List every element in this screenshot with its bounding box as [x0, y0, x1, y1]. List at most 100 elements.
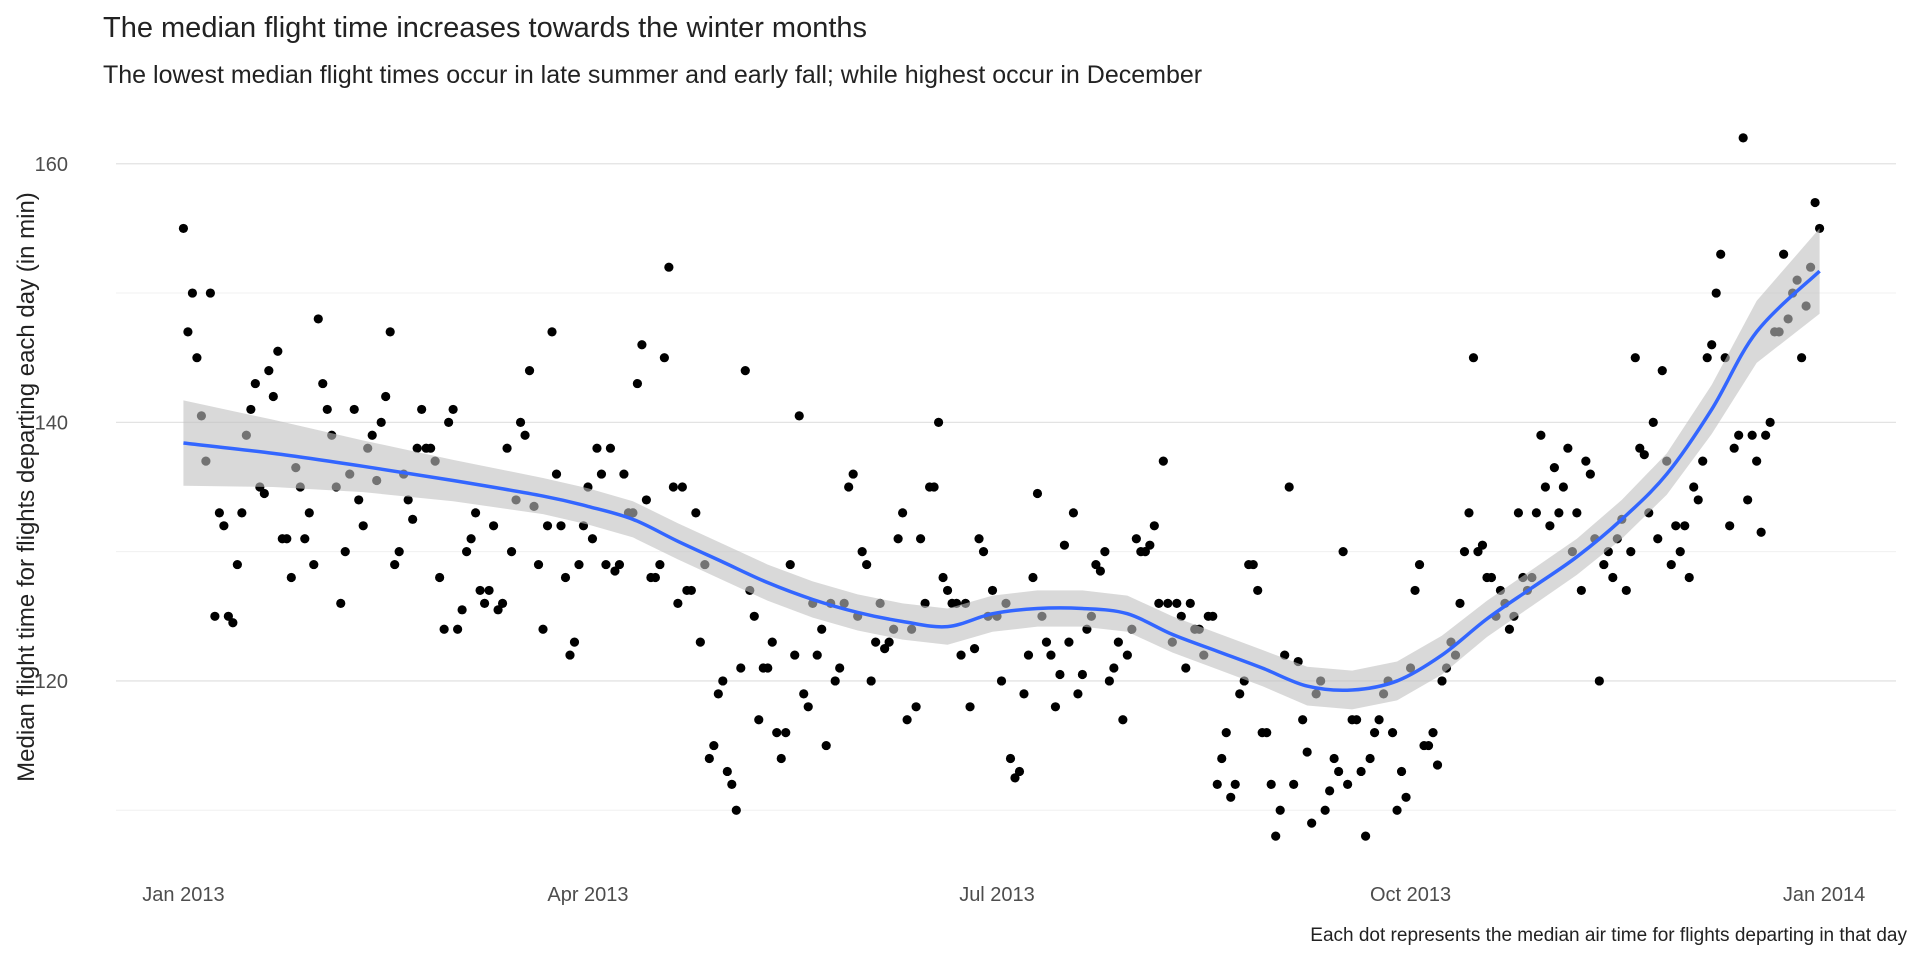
data-point [273, 346, 283, 356]
data-point [799, 689, 809, 699]
data-point [592, 443, 602, 453]
x-tick-label: Apr 2013 [547, 884, 628, 906]
data-point [349, 404, 359, 415]
data-point [619, 469, 629, 479]
data-point [1432, 760, 1443, 770]
data-point [457, 605, 467, 615]
data-point [1041, 637, 1052, 647]
data-point [933, 417, 944, 427]
data-point [538, 624, 548, 634]
data-point [506, 547, 517, 557]
data-point [1172, 598, 1182, 608]
data-point [192, 353, 202, 363]
data-point [637, 340, 647, 350]
data-point [1455, 598, 1465, 608]
data-point [1585, 469, 1595, 479]
data-point [596, 469, 607, 479]
data-point [880, 644, 890, 654]
data-point [205, 288, 215, 298]
y-tick-label: 120 [35, 671, 68, 693]
data-point [520, 430, 530, 440]
data-point [1738, 133, 1748, 143]
data-point [219, 521, 229, 531]
data-point [1077, 669, 1088, 680]
data-point [187, 288, 198, 298]
data-point [435, 572, 445, 583]
data-point [736, 663, 746, 673]
data-point [1176, 611, 1186, 621]
data-point [1280, 650, 1290, 660]
data-point [1707, 340, 1717, 350]
data-point [1104, 676, 1114, 686]
data-point [1657, 366, 1667, 376]
data-point [426, 443, 436, 453]
data-point [1671, 521, 1681, 531]
data-point [214, 508, 224, 518]
data-point [475, 585, 485, 596]
data-point [466, 534, 476, 544]
data-point [1154, 598, 1164, 608]
data-point [183, 327, 193, 337]
data-point [1693, 495, 1703, 505]
data-point [709, 740, 719, 751]
data-point [1320, 805, 1330, 815]
data-point [1014, 766, 1025, 777]
data-point [1396, 766, 1407, 777]
data-point [884, 637, 894, 647]
data-point [1814, 223, 1825, 234]
data-point [704, 753, 714, 764]
data-point [1325, 786, 1335, 796]
data-point [1032, 488, 1043, 499]
data-point [1648, 417, 1658, 427]
data-point [1338, 547, 1348, 557]
data-point [1531, 508, 1542, 518]
data-point [560, 572, 571, 583]
data-point [1212, 779, 1222, 789]
data-point [785, 559, 795, 570]
data-point [1050, 702, 1061, 712]
data-point [749, 611, 759, 621]
data-point [772, 728, 782, 738]
data-point [264, 366, 274, 376]
data-point [601, 559, 611, 570]
data-point [304, 508, 314, 518]
data-point [677, 482, 687, 492]
data-point [1734, 430, 1744, 440]
data-point [1046, 650, 1056, 660]
data-point [1477, 540, 1488, 550]
data-point [1005, 753, 1016, 764]
data-point [1702, 353, 1712, 363]
data-point [448, 404, 458, 415]
data-point [1055, 669, 1065, 680]
data-point [1284, 482, 1294, 492]
data-point [718, 676, 728, 686]
data-point [1545, 521, 1555, 531]
data-point [830, 676, 840, 686]
data-point [1235, 689, 1245, 699]
data-point [610, 566, 620, 576]
data-point [1343, 779, 1353, 789]
data-point [911, 702, 921, 712]
data-point [938, 572, 948, 583]
data-point [1572, 508, 1582, 518]
data-point [385, 327, 395, 337]
data-point [1109, 663, 1119, 673]
data-point [641, 495, 652, 505]
data-point [453, 624, 463, 634]
data-point [942, 585, 953, 596]
data-point [1581, 456, 1591, 466]
data-point [1473, 547, 1483, 557]
data-point [1369, 728, 1380, 738]
data-point [1163, 598, 1173, 608]
data-point [969, 644, 980, 654]
data-point [776, 753, 786, 764]
data-point [1059, 540, 1070, 550]
data-point [1122, 650, 1132, 660]
data-point [313, 314, 323, 324]
data-point [1698, 456, 1708, 466]
data-point [1594, 676, 1604, 686]
data-point [1716, 249, 1726, 259]
data-point [1145, 540, 1155, 550]
